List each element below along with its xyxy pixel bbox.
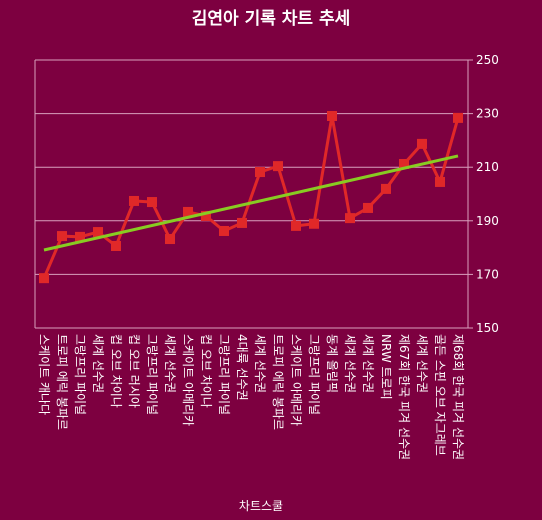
point-marker [291, 220, 301, 231]
y-tick-label: 150 [476, 321, 499, 335]
trend-line [43, 154, 459, 252]
x-tick-label: 그랑프리 파이널 [217, 334, 231, 415]
point-marker [381, 183, 391, 194]
point-marker [183, 206, 193, 217]
series-line [42, 115, 460, 279]
x-tick-label: 스케이트 캐나다 [37, 334, 51, 415]
x-tick-label: 동계 올림픽 [325, 334, 339, 393]
x-tick-label: 컵 오브 러시아 [127, 334, 141, 408]
x-tick-label: 그랑프리 파이널 [73, 334, 87, 415]
x-axis-label: 차트스쿨 [239, 499, 283, 513]
point-marker [165, 234, 175, 245]
x-tick-label: 세계 선수권 [163, 334, 177, 393]
point-marker [435, 176, 445, 187]
x-tick-label: 그랑프리 파이널 [307, 334, 321, 415]
x-tick-label: 제68회 한국 피겨 선수권 [451, 334, 465, 460]
chart-title: 김연아 기록 차트 추세 [192, 9, 351, 29]
point-marker [345, 213, 355, 224]
x-tick-label: 트로피 에릭 봉파르 [271, 334, 285, 430]
point-marker [111, 240, 121, 251]
y-tick-label: 250 [476, 53, 499, 67]
point-marker [39, 273, 49, 284]
point-marker [309, 218, 319, 229]
point-marker [417, 138, 427, 149]
x-tick-label: 트로피 에릭 봉파르 [55, 334, 69, 430]
x-tick-label: 골든 스핀 오브 자그레브 [433, 334, 447, 456]
point-marker [57, 231, 67, 242]
x-tick-label: 세계 선수권 [91, 334, 105, 393]
x-tick-label: 세계 선수권 [343, 334, 357, 393]
point-marker [129, 195, 139, 206]
x-tick-label: 스케이트 아메리카 [289, 334, 303, 426]
y-tick-label: 230 [476, 107, 499, 121]
x-tick-label: 4대륙 선수권 [235, 334, 249, 401]
point-marker [147, 197, 157, 208]
x-tick-label: 그랑프리 파이널 [145, 334, 159, 415]
x-tick-label: 제67회 한국 피겨 선수권 [397, 334, 411, 460]
point-marker [273, 161, 283, 172]
x-tick-label: NRW 트로피 [379, 334, 393, 400]
x-tick-label: 컵 오브 차이나 [109, 334, 123, 408]
x-tick-label: 컵 오브 차이나 [199, 334, 213, 408]
point-marker [219, 225, 229, 236]
point-marker [237, 217, 247, 228]
x-tick-label: 세계 선수권 [361, 334, 375, 393]
point-marker [399, 158, 409, 169]
point-marker [327, 111, 337, 122]
point-marker [201, 210, 211, 221]
point-marker [75, 231, 85, 242]
y-tick-label: 190 [476, 214, 499, 228]
point-marker [363, 202, 373, 213]
x-tick-label: 스케이트 아메리카 [181, 334, 195, 426]
point-marker [93, 227, 103, 238]
point-marker [255, 167, 265, 178]
x-tick-label: 세계 선수권 [415, 334, 429, 393]
x-tick-label: 세계 선수권 [253, 334, 267, 393]
y-tick-label: 210 [476, 160, 499, 174]
y-tick-label: 170 [476, 267, 499, 281]
point-marker [453, 112, 463, 123]
